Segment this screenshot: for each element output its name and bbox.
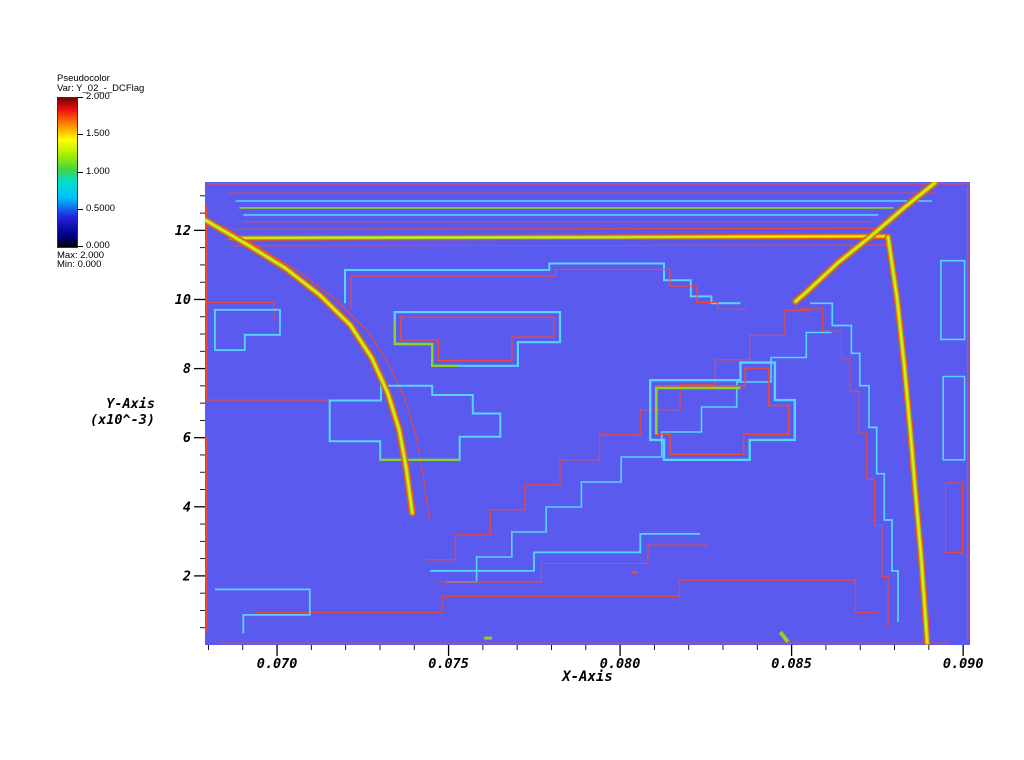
y-tick-label: 10 (175, 292, 191, 308)
x-tick-label: 0.090 (943, 656, 984, 672)
legend-max: Max: 2.000 (57, 250, 104, 261)
colorbar-tick-label: 0.5000 (86, 202, 116, 214)
colorbar-tick-mark (77, 246, 83, 247)
colorbar-tick-label: 0.000 (86, 240, 110, 251)
contour-left-blob-cyan (214, 308, 281, 351)
contour-low-mid-cyan (429, 533, 700, 572)
contour-tr-streak (794, 182, 936, 303)
contour-left-streak-red-inner (221, 225, 430, 519)
y-tick-label: 6 (183, 430, 191, 446)
contour-blob2-cyan (328, 384, 502, 461)
y-tick-label: 12 (175, 223, 191, 239)
x-axis-title: X-Axis (562, 669, 613, 685)
contour-blob-top-cyan (344, 262, 741, 305)
contour-green-dot-1 (778, 630, 790, 644)
contour-right-stair-red (800, 308, 889, 628)
colorbar-tick-mark (77, 97, 83, 98)
x-tick-label: 0.070 (257, 656, 298, 672)
colorbar-tick-mark (77, 208, 83, 210)
contour-left-red-h (205, 301, 275, 321)
contour-fr-box2 (942, 375, 966, 461)
contour-h-band (230, 235, 889, 239)
contour-layer (205, 182, 970, 645)
contour-blob1-green (393, 320, 458, 367)
contour-band-red-below (231, 244, 886, 247)
x-tick-label: 0.075 (428, 656, 469, 672)
colorbar-tick-label: 2.000 (86, 91, 110, 102)
x-tick-label: 0.080 (600, 656, 641, 672)
axis-ticks (194, 195, 964, 656)
contour-blob-top-red (350, 268, 747, 310)
y-tick-label: 2 (182, 568, 191, 584)
legend-variable: Var: Y_02_-_DCFlag (57, 83, 145, 94)
colorbar-tick-label: 1.500 (86, 128, 110, 140)
contour-blob3-green (655, 386, 741, 435)
contour-band-red-above (231, 227, 886, 230)
contour-bl-cyan (214, 588, 311, 634)
contour-blob1-red (400, 316, 555, 362)
x-tick-label: 0.085 (771, 656, 812, 672)
y-axis-title-line1: Y-Axis (106, 396, 155, 412)
colorbar-tick-mark (77, 134, 83, 136)
y-tick-label: 4 (183, 499, 191, 515)
contour-blob3-red (655, 367, 790, 455)
y-axis-title-line2: (x10^-3) (89, 412, 155, 428)
y-tick-label: 8 (183, 361, 191, 377)
contour-right-stair-cyan (810, 302, 899, 622)
contour-right-streak (887, 236, 928, 644)
contour-left-streak (205, 219, 414, 514)
colorbar-tick-label: 1.000 (86, 165, 110, 177)
contour-fr-box3 (944, 482, 963, 553)
contour-fr-box1 (940, 259, 966, 341)
contour-bottom-red-long (254, 579, 879, 614)
contour-blob3-cyan (649, 361, 796, 461)
contour-low-mid-red (437, 544, 708, 583)
contour-staircase-cyan (446, 331, 832, 583)
legend-title: Pseudocolor (57, 73, 110, 84)
colorbar (57, 97, 78, 248)
y-axis-title: Y-Axis (x10^-3) (58, 396, 155, 428)
legend-min: Min: 0.000 (57, 259, 102, 270)
contour-staircase-red (425, 309, 811, 561)
colorbar-tick-mark (77, 171, 83, 173)
